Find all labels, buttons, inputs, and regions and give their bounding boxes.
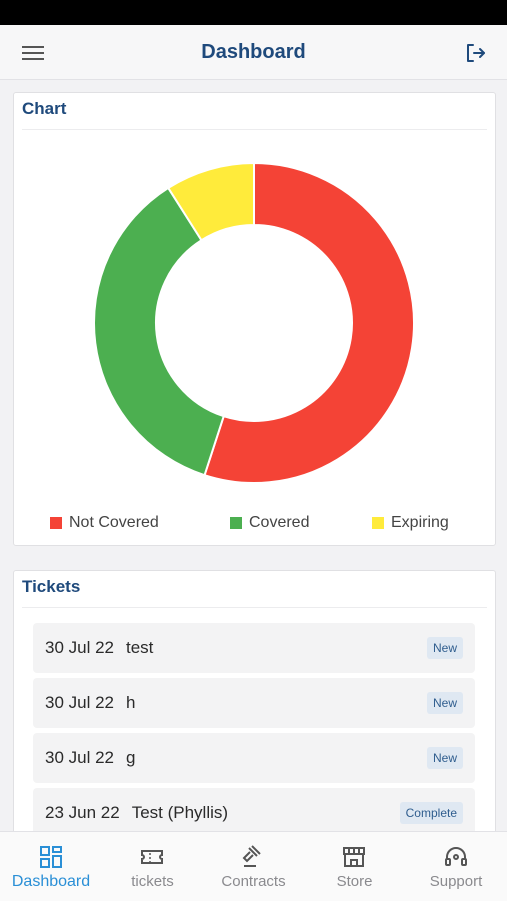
donut-slice-expiring xyxy=(166,161,255,242)
tickets-card-title: Tickets xyxy=(22,577,81,596)
ticket-row[interactable]: 30 Jul 22 h New xyxy=(33,678,475,728)
legend-item: Covered xyxy=(230,513,309,533)
ticket-icon xyxy=(141,850,163,864)
tab-store[interactable]: Store xyxy=(304,832,405,901)
ticket-date: 23 Jun 22 xyxy=(45,803,120,822)
ticket-summary: 23 Jun 22 Test (Phyllis) xyxy=(45,788,228,838)
gavel-icon xyxy=(242,845,261,867)
status-badge: New xyxy=(426,637,463,659)
chart-card: Chart Not Covered Covered Expiring xyxy=(13,92,496,546)
divider xyxy=(22,607,487,608)
tab-dashboard[interactable]: Dashboard xyxy=(0,832,102,901)
ticket-subject: g xyxy=(126,748,136,767)
tab-contracts[interactable]: Contracts xyxy=(203,832,304,901)
legend-label: Expiring xyxy=(391,514,449,531)
chart-card-title: Chart xyxy=(22,99,67,118)
divider xyxy=(22,129,487,130)
tab-label: tickets xyxy=(131,873,174,890)
donut-slice-covered xyxy=(93,186,225,477)
tab-support[interactable]: Support xyxy=(405,832,507,901)
store-icon xyxy=(343,847,365,867)
ticket-subject: Test (Phyllis) xyxy=(131,803,229,822)
ticket-date: 30 Jul 22 xyxy=(45,693,114,712)
legend-item: Not Covered xyxy=(50,513,159,533)
tab-tickets[interactable]: tickets xyxy=(102,832,203,901)
tab-label: Dashboard xyxy=(11,873,91,890)
donut-slice-not-covered xyxy=(203,161,415,484)
legend-swatch xyxy=(50,517,62,529)
status-badge: New xyxy=(426,692,463,714)
legend-item: Expiring xyxy=(372,513,449,533)
ticket-date: 30 Jul 22 xyxy=(45,638,114,657)
status-badge: New xyxy=(426,747,463,769)
tickets-card: Tickets 30 Jul 22 test New 30 Jul 22 h New 30 … xyxy=(13,570,496,871)
bottom-tab-bar: Dashboard tickets Contracts Store Suppor… xyxy=(0,831,507,901)
tab-label: Contracts xyxy=(221,873,286,890)
legend-label: Covered xyxy=(249,514,310,531)
legend-swatch xyxy=(372,517,384,529)
tab-label: Support xyxy=(429,873,483,890)
ticket-row[interactable]: 23 Jun 22 Test (Phyllis) Complete xyxy=(33,788,475,838)
page-title: Dashboard xyxy=(201,41,306,63)
status-badge: Complete xyxy=(399,802,463,824)
headset-icon xyxy=(445,847,467,866)
logout-icon[interactable] xyxy=(463,41,487,65)
ticket-summary: 30 Jul 22 test xyxy=(45,623,153,673)
app-header: Dashboard xyxy=(0,25,507,80)
status-bar xyxy=(0,0,507,25)
ticket-row[interactable]: 30 Jul 22 test New xyxy=(33,623,475,673)
donut-chart xyxy=(93,161,415,484)
ticket-summary: 30 Jul 22 g xyxy=(45,733,135,783)
dashboard-grid-icon xyxy=(40,846,62,868)
hamburger-menu-icon[interactable] xyxy=(22,43,44,61)
ticket-summary: 30 Jul 22 h xyxy=(45,678,135,728)
ticket-subject: h xyxy=(126,693,136,712)
ticket-row[interactable]: 30 Jul 22 g New xyxy=(33,733,475,783)
ticket-date: 30 Jul 22 xyxy=(45,748,114,767)
legend-swatch xyxy=(230,517,242,529)
tab-label: Store xyxy=(336,873,373,890)
ticket-subject: test xyxy=(126,638,154,657)
legend-label: Not Covered xyxy=(69,514,159,531)
